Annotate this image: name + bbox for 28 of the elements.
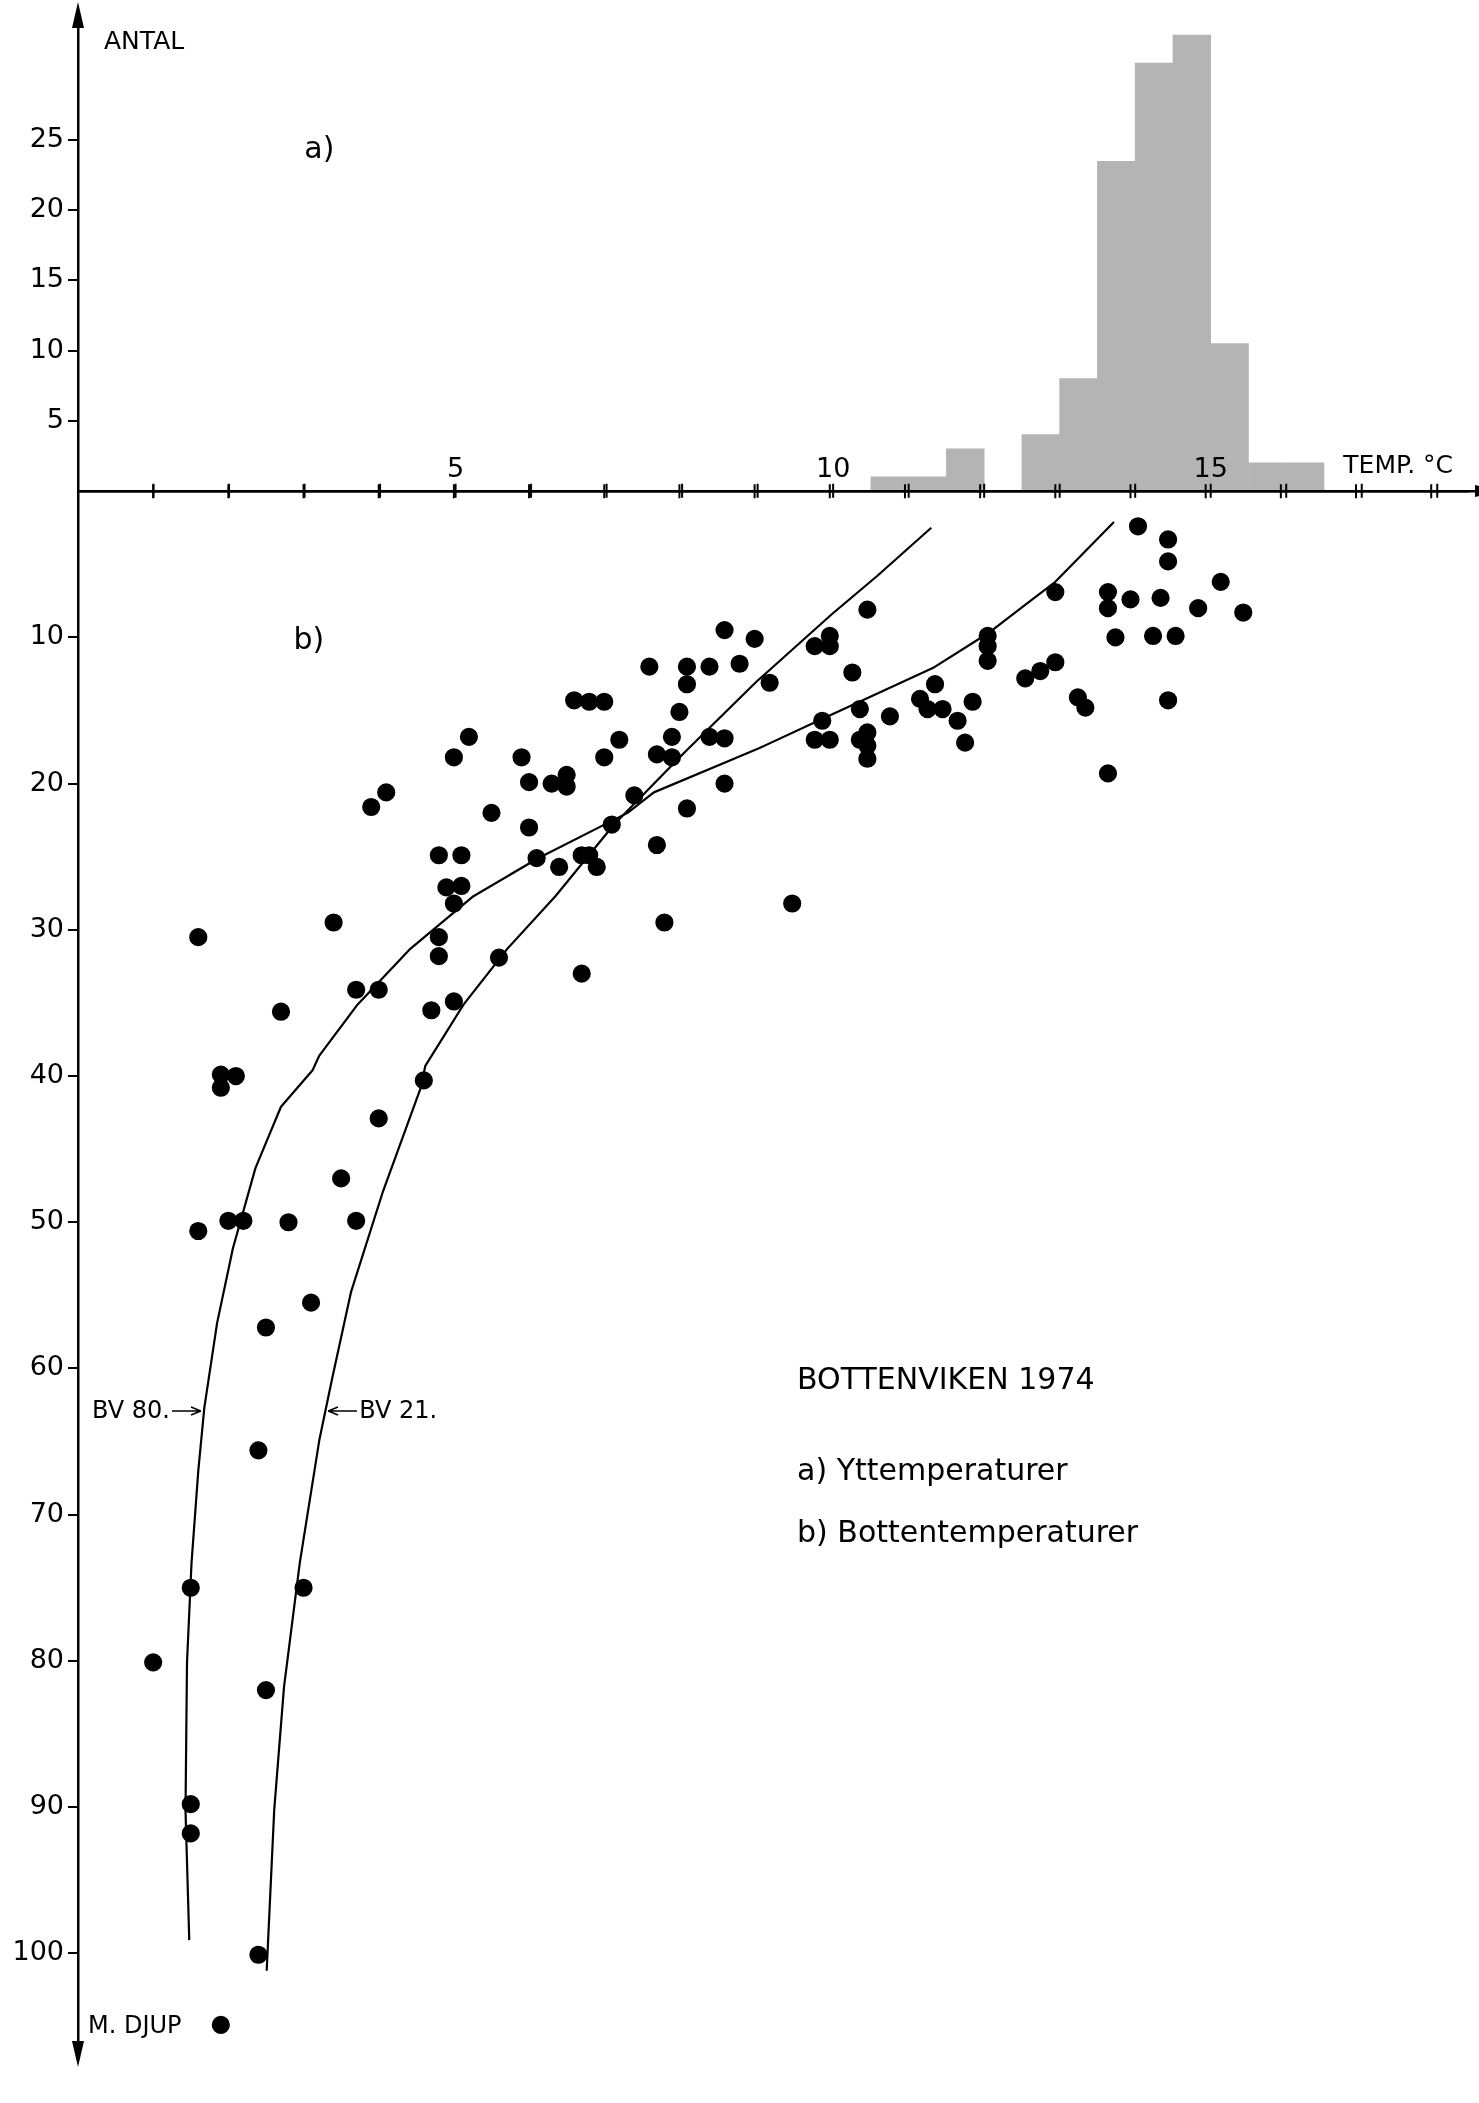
y-tick-label: 10 [29, 332, 64, 364]
annotation: b) [293, 620, 325, 656]
y-axis-title: M. DJUP [88, 2010, 182, 2039]
y-tick-label: 80 [29, 1642, 64, 1674]
annotation: a) [304, 129, 335, 165]
x-tick-label: 15 [1193, 451, 1228, 483]
y-tick-label: 100 [12, 1934, 64, 1966]
y-tick-label: 50 [29, 1203, 64, 1235]
y-tick-label: 5 [46, 402, 64, 434]
y-tick-label: 15 [29, 262, 64, 294]
y-tick-label: 10 [29, 619, 64, 651]
annotation: b) Bottentemperaturer [797, 1513, 1139, 1549]
y-axis-title: ANTAL [104, 25, 185, 55]
series-label: BV 80. [91, 1395, 170, 1424]
y-tick-label: 60 [29, 1350, 64, 1382]
x-axis-title: TEMP. °C [1342, 449, 1453, 479]
annotation: a) Yttemperaturer [797, 1451, 1069, 1487]
y-tick-label: 40 [29, 1057, 64, 1089]
y-tick-label: 90 [29, 1788, 64, 1820]
x-tick-label: 5 [446, 451, 465, 483]
y-tick-label: 30 [29, 911, 64, 943]
text: BOTTENVIKEN 1974 [797, 1360, 1095, 1396]
y-tick-label: 25 [29, 122, 64, 154]
legend-label: BV 21. [359, 1395, 438, 1424]
y-tick-label: 20 [29, 765, 64, 797]
y-tick-label: 70 [29, 1496, 64, 1528]
x-tick-label: 10 [815, 451, 851, 483]
y-tick-label: 20 [29, 192, 64, 224]
